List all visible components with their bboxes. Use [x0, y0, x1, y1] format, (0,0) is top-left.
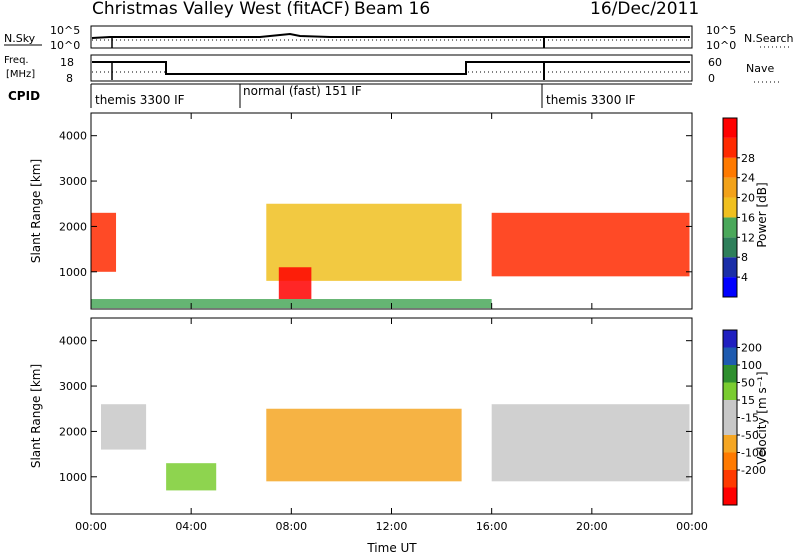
vel-cbar-label-7: -200: [741, 464, 766, 477]
power-band-4: [491, 212, 690, 277]
nsky-tick-top: 10^5: [50, 24, 80, 37]
vel-cbar-label-3: 15: [741, 394, 755, 407]
velocity-panel: 1000 2000 3000 4000 00:00 04:00 08:00 12:00 16:…: [29, 317, 708, 554]
freq-tick-top: 18: [60, 56, 74, 69]
vel-ytick-label-3: 4000: [59, 335, 87, 348]
power-colorbar: 4 8 12 16 20 24 28: [722, 117, 755, 298]
power-x-ticks: [90, 113, 693, 309]
vel-band-0: [101, 404, 147, 450]
nave-tick-bottom: 0: [708, 72, 715, 85]
cpid-label: CPID: [8, 89, 40, 103]
power-data-cells: [91, 203, 690, 309]
power-ytick-label-3: 4000: [59, 130, 87, 143]
velocity-colorbar-swatch-5: [723, 400, 737, 418]
cpid-segment-2: normal (fast) 151 IF: [243, 84, 362, 98]
vel-ytick-label-1: 2000: [59, 425, 87, 438]
power-ytick-label-2: 3000: [59, 175, 87, 188]
vel-cbar-label-4: -15: [741, 412, 759, 425]
power-band-0: [91, 212, 117, 272]
power-colorbar-label: Power [dB]: [755, 182, 769, 247]
freq-unit-label: [MHz]: [6, 69, 35, 80]
nave-label: Nave: [746, 62, 774, 75]
power-panel: 1000 2000 3000 4000 Slant Range [km]: [29, 112, 693, 310]
freq-label: Freq.: [4, 55, 29, 66]
power-cbar-label-6: 28: [741, 152, 755, 165]
velocity-x-ticks: 00:00 04:00 08:00 12:00 16:00 20:00 00:00: [75, 318, 708, 533]
chart-title: Christmas Valley West (fitACF): [92, 0, 350, 19]
vel-band-3: [491, 404, 690, 482]
velocity-colorbar-swatch-9: [723, 330, 737, 348]
power-colorbar-swatch-3: [723, 217, 737, 238]
nsearch-tick-bottom: 10^0: [706, 39, 736, 52]
velocity-colorbar-swatch-1: [723, 470, 737, 488]
power-colorbar-swatch-4: [723, 197, 737, 218]
nsky-panel-frame: [90, 25, 693, 49]
vel-cbar-label-5: -50: [741, 429, 759, 442]
nsky-tick-bottom: 10^0: [50, 39, 80, 52]
cpid-segment-1: themis 3300 IF: [95, 93, 185, 107]
vel-ytick-label-2: 3000: [59, 380, 87, 393]
velocity-colorbar-swatch-6: [723, 382, 737, 400]
vel-band-1: [166, 463, 217, 491]
time-xlabel: Time UT: [366, 541, 417, 554]
power-ylabel: Slant Range [km]: [29, 159, 43, 263]
velocity-data-cells: [101, 404, 690, 491]
velocity-colorbar: 200 100 50 15 -15 -50 -100 -200: [722, 329, 766, 506]
vel-cbar-label-2: 50: [741, 377, 755, 390]
nave-tick-top: 60: [708, 56, 722, 69]
cpid-segment-3: themis 3300 IF: [546, 93, 636, 107]
beam-label: Beam 16: [354, 0, 430, 19]
power-colorbar-swatch-2: [723, 237, 737, 258]
power-cbar-label-4: 20: [741, 192, 755, 205]
power-cbar-label-0: 4: [741, 271, 748, 284]
freq-panel-frame: [90, 54, 693, 82]
power-ytick-label-1: 2000: [59, 220, 87, 233]
power-cbar-label-5: 24: [741, 172, 755, 185]
vel-xtick-label-2: 08:00: [275, 520, 307, 533]
vel-xtick-label-6: 00:00: [676, 520, 708, 533]
velocity-colorbar-label: Velocity [m s⁻¹]: [755, 371, 769, 464]
vel-xtick-label-5: 20:00: [576, 520, 608, 533]
power-colorbar-swatch-1: [723, 257, 737, 278]
power-colorbar-swatch-0: [723, 277, 737, 297]
vel-xtick-label-1: 04:00: [175, 520, 207, 533]
vel-xtick-label-4: 16:00: [476, 520, 508, 533]
vel-cbar-label-1: 100: [741, 359, 762, 372]
vel-cbar-label-6: -100: [741, 447, 766, 460]
power-y-ticks: 1000 2000 3000 4000: [59, 130, 692, 279]
power-band-3: [278, 267, 312, 300]
power-colorbar-swatch-7: [723, 137, 737, 158]
nsearch-label: N.Search: [744, 32, 794, 45]
velocity-ylabel: Slant Range [km]: [29, 364, 43, 468]
power-ytick-label-0: 1000: [59, 266, 87, 279]
date-label: 16/Dec/2011: [590, 0, 699, 19]
vel-cbar-label-0: 200: [741, 342, 762, 355]
vel-xtick-label-3: 12:00: [376, 520, 408, 533]
power-colorbar-frame: [722, 117, 738, 298]
velocity-colorbar-swatch-0: [723, 487, 737, 505]
power-cbar-label-1: 8: [741, 251, 748, 264]
vel-ytick-label-0: 1000: [59, 471, 87, 484]
nsearch-tick-top: 10^5: [706, 24, 736, 37]
vel-band-2: [266, 408, 462, 482]
velocity-colorbar-swatch-8: [723, 347, 737, 365]
power-colorbar-swatch-6: [723, 157, 737, 178]
velocity-colorbar-swatch-3: [723, 435, 737, 453]
power-cbar-label-2: 12: [741, 231, 755, 244]
power-colorbar-swatch-5: [723, 177, 737, 198]
nsky-trace: [91, 32, 690, 39]
velocity-colorbar-swatch-7: [723, 365, 737, 383]
vel-xtick-label-0: 00:00: [75, 520, 107, 533]
velocity-colorbar-swatch-4: [723, 417, 737, 435]
power-colorbar-swatch-8: [723, 118, 737, 138]
velocity-y-ticks: 1000 2000 3000 4000: [59, 335, 692, 484]
velocity-colorbar-swatch-2: [723, 452, 737, 470]
power-cbar-label-3: 16: [741, 211, 755, 224]
nsky-label: N.Sky: [4, 32, 36, 45]
freq-tick-bottom: 8: [66, 72, 73, 85]
